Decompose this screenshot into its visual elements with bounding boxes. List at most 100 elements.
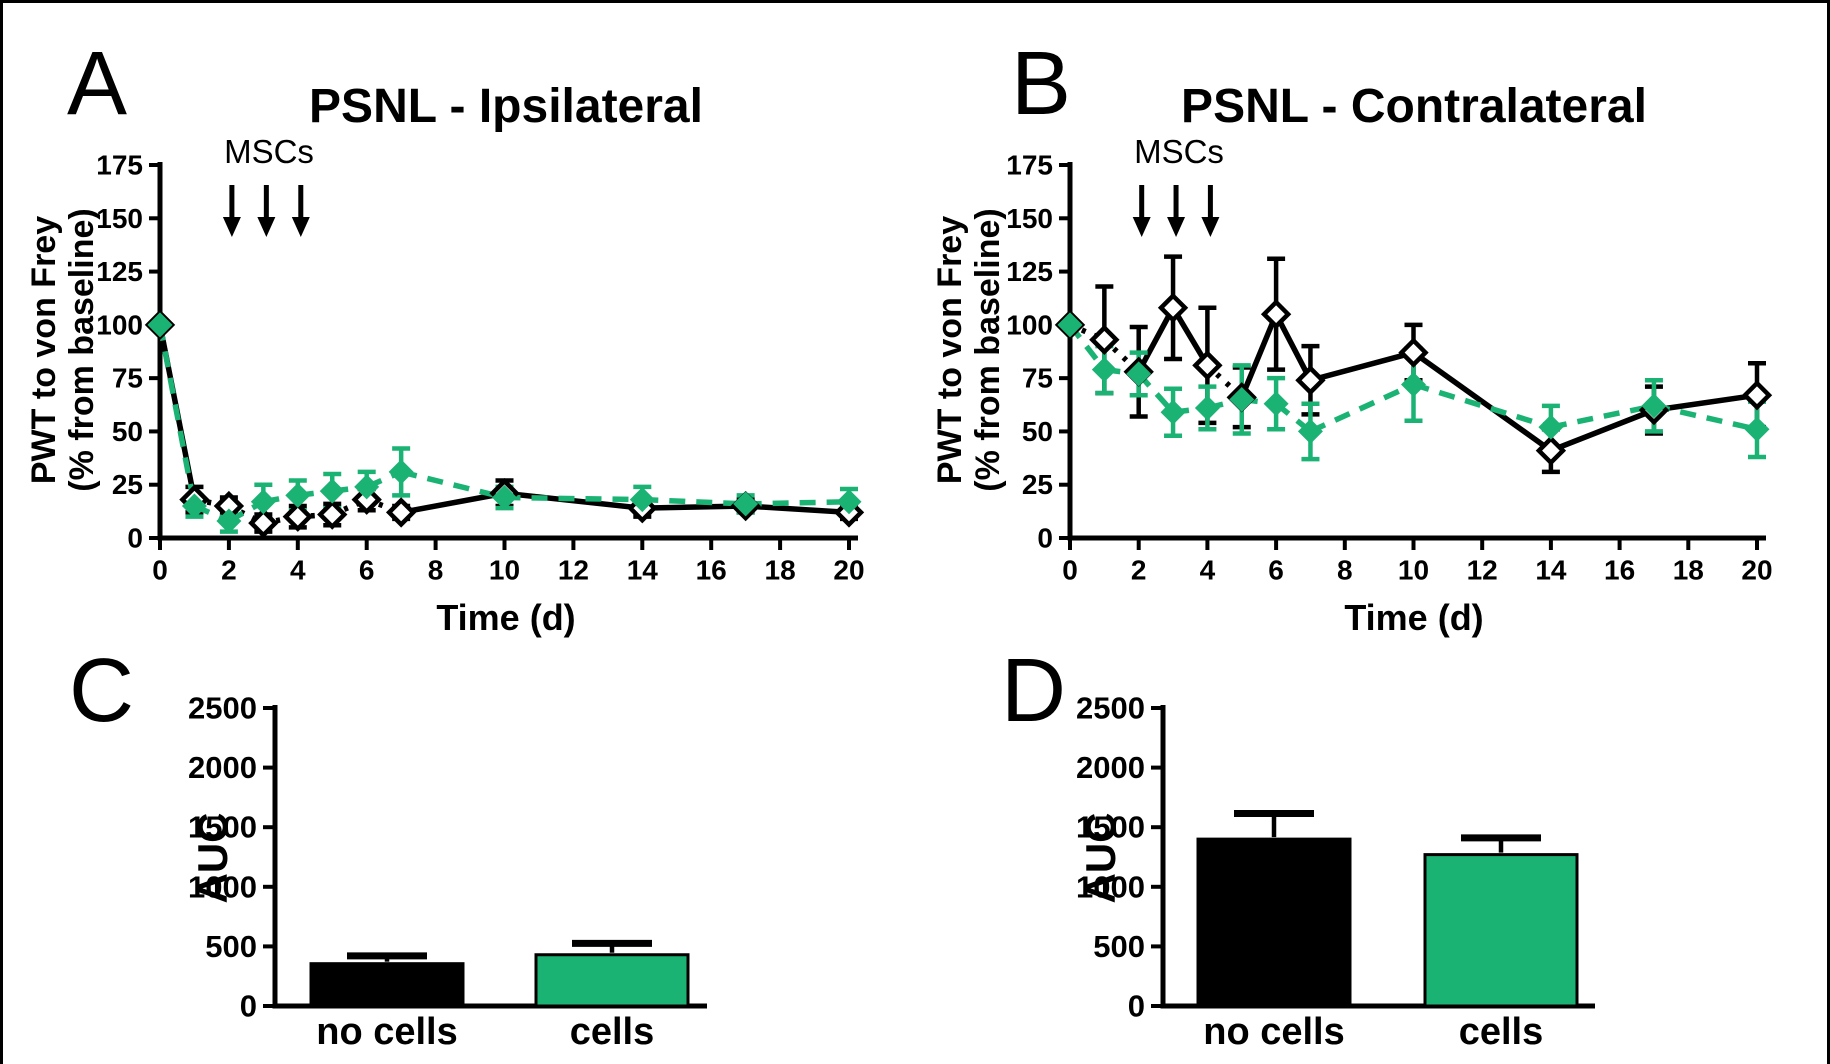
cells-data-point [1194, 395, 1220, 421]
panel-c-category-cells: cells [569, 1011, 655, 1053]
cells-data-point [629, 487, 655, 513]
msc-arrow-icon [222, 217, 241, 237]
cells-data-point [319, 478, 345, 504]
no-cells-data-point [1741, 380, 1773, 411]
panel-d-category-cells: cells [1458, 1011, 1544, 1053]
cells-data-point [492, 485, 517, 511]
x-tick-label: 14 [627, 555, 659, 586]
y-tick-label: 0 [127, 523, 143, 554]
x-tick-label: 14 [1535, 555, 1567, 586]
panel-b-ylabel-line2: (% from baseline) [969, 208, 1007, 492]
cells-data-point [1263, 391, 1289, 417]
cells-data-point [285, 482, 311, 508]
y-tick-label: 1000 [188, 869, 257, 904]
x-tick-label: 20 [1741, 555, 1772, 586]
y-tick-label: 150 [96, 203, 143, 234]
x-tick-label: 8 [428, 555, 444, 586]
cells-data-point [181, 493, 207, 519]
cells-data-point [388, 459, 414, 485]
y-tick-label: 150 [1006, 203, 1053, 234]
x-tick-label: 12 [558, 555, 589, 586]
x-tick-label: 8 [1337, 555, 1353, 586]
cells-data-point [1126, 361, 1152, 387]
msc-arrow-icon [1132, 217, 1151, 237]
x-tick-label: 4 [290, 555, 306, 586]
x-tick-label: 4 [1200, 555, 1216, 586]
no-cells-data-point [1192, 350, 1223, 381]
cells-data-point [1744, 416, 1770, 442]
x-tick-label: 16 [1604, 555, 1635, 586]
cells-data-point [1057, 312, 1083, 338]
panel-b-ylabel: PWT to von Frey (% from baseline) [931, 208, 1007, 491]
bar-no-cells [309, 962, 465, 1008]
panel-letter-b: B [1011, 34, 1072, 134]
panel-b-xlabel: Time (d) [1344, 597, 1484, 638]
y-tick-label: 2000 [188, 750, 257, 785]
bar-cells [1423, 853, 1579, 1008]
cells-data-point [1297, 418, 1323, 444]
x-tick-label: 10 [1398, 555, 1429, 586]
cells-data-point [1091, 357, 1117, 383]
y-tick-label: 175 [1006, 150, 1053, 181]
no-cells-data-point [1295, 365, 1326, 396]
msc-arrow-icon [291, 217, 310, 237]
x-tick-label: 10 [489, 555, 520, 586]
bar-no-cells [1196, 837, 1352, 1008]
no-cells-data-point [248, 507, 279, 539]
y-tick-label: 0 [240, 989, 257, 1024]
y-tick-label: 2000 [1076, 750, 1145, 785]
x-tick-label: 6 [1268, 555, 1284, 586]
y-tick-label: 1000 [1076, 869, 1145, 904]
no-cells-data-point [351, 484, 382, 515]
y-tick-label: 25 [112, 469, 143, 500]
no-cells-data-point [385, 497, 417, 528]
panel-a-xlabel: Time (d) [436, 597, 576, 638]
bar-cells [534, 953, 690, 1008]
no-cells-data-point [1535, 435, 1567, 466]
y-tick-label: 500 [1093, 929, 1145, 964]
panel-a-title: PSNL - Ipsilateral [309, 80, 703, 133]
cells-data-point [1160, 399, 1186, 425]
y-tick-label: 175 [96, 150, 143, 181]
x-tick-label: 16 [696, 555, 727, 586]
panel-c-category-no-cells: no cells [316, 1011, 458, 1053]
y-tick-label: 1500 [188, 810, 257, 845]
panel-a-mscs-annotation: MSCs [224, 133, 314, 170]
y-tick-label: 50 [1022, 416, 1053, 447]
panel-b-mscs-annotation: MSCs [1134, 133, 1224, 170]
y-tick-label: 0 [1128, 989, 1145, 1024]
y-tick-label: 75 [1022, 363, 1053, 394]
panel-a-ylabel-line1: PWT to von Frey [25, 215, 63, 485]
panel-letter-c: C [69, 641, 134, 741]
y-tick-label: 125 [96, 256, 143, 287]
panel-d-category-no-cells: no cells [1203, 1011, 1345, 1053]
cells-data-point [1229, 386, 1255, 412]
cells-data-point [250, 489, 276, 515]
msc-arrow-icon [257, 217, 276, 237]
panel-a-ylabel: PWT to von Frey (% from baseline) [25, 208, 101, 491]
cells-data-point [147, 312, 173, 338]
cells-data-point [1641, 393, 1667, 419]
panel-B-plot: 0 25 50 75 100 125 150 175 0 2 4 6 8 10 12 14 16 18 20 [1006, 150, 1772, 586]
x-tick-label: 0 [1062, 555, 1078, 586]
cells-data-point [354, 474, 380, 500]
no-cells-data-point [282, 501, 313, 532]
x-tick-label: 18 [1673, 555, 1704, 586]
panel-b-title: PSNL - Contralateral [1181, 80, 1647, 133]
x-tick-label: 2 [221, 555, 237, 586]
msc-arrow-icon [1167, 217, 1186, 237]
panel-A-plot: 0 25 50 75 100 125 150 175 0 2 4 6 8 10 12 14 16 18 20 [96, 150, 864, 586]
panel-letter-a: A [67, 34, 128, 134]
y-tick-label: 0 [1037, 523, 1053, 554]
y-tick-label: 25 [1022, 469, 1053, 500]
panel-D-plot: 0 500 1000 1500 2000 2500 [1076, 691, 1595, 1024]
x-tick-label: 2 [1131, 555, 1147, 586]
no-cells-data-point [1089, 324, 1120, 355]
panel-c-ylabel: AUC [189, 812, 236, 904]
panel-d-ylabel: AUC [1077, 812, 1124, 904]
cells-data-point [733, 491, 759, 517]
y-tick-label: 100 [1006, 309, 1053, 340]
y-tick-label: 125 [1006, 256, 1053, 287]
y-tick-label: 2500 [188, 691, 257, 726]
